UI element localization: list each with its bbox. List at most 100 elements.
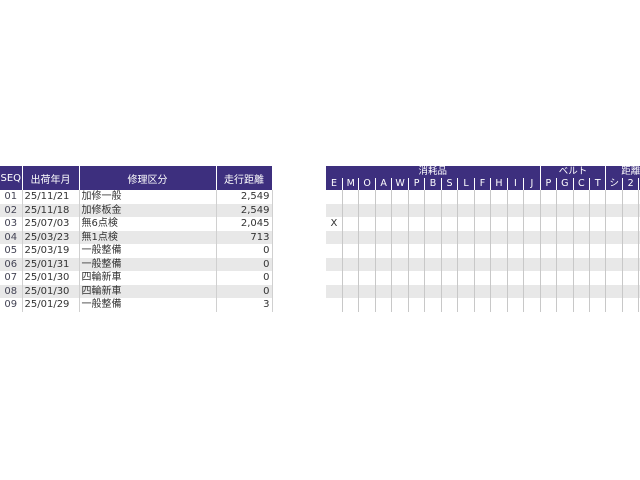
check-cell[interactable] [589, 257, 607, 271]
check-cell[interactable] [490, 203, 508, 217]
check-cell[interactable] [556, 257, 574, 271]
check-cell[interactable] [408, 190, 426, 204]
check-cell[interactable] [638, 271, 640, 285]
check-cell[interactable] [523, 284, 541, 298]
check-cell[interactable] [523, 257, 541, 271]
check-cell[interactable] [589, 190, 607, 204]
table-row[interactable]: 07 25/01/30 四輪新車 0 [0, 271, 273, 285]
table-row[interactable]: 04 25/03/23 無1点検 713 [0, 230, 273, 244]
column-header[interactable]: SEQ [0, 166, 23, 190]
check-cell[interactable] [441, 284, 459, 298]
check-cell[interactable] [573, 217, 591, 231]
check-cell[interactable] [424, 217, 442, 231]
check-cell[interactable] [523, 190, 541, 204]
table-row[interactable] [326, 190, 640, 204]
check-cell[interactable] [490, 217, 508, 231]
table-row[interactable] [326, 244, 640, 258]
check-cell[interactable] [424, 257, 442, 271]
check-cell[interactable] [589, 230, 607, 244]
check-cell[interactable] [573, 271, 591, 285]
check-cell[interactable] [342, 203, 360, 217]
check-cell[interactable] [457, 257, 475, 271]
check-cell[interactable] [556, 271, 574, 285]
check-cell[interactable] [457, 217, 475, 231]
check-cell[interactable] [424, 203, 442, 217]
check-cell[interactable] [342, 271, 360, 285]
check-cell[interactable] [556, 298, 574, 312]
check-cell[interactable] [391, 217, 409, 231]
check-cell[interactable] [342, 257, 360, 271]
check-cell[interactable] [391, 284, 409, 298]
column-header[interactable]: S [441, 178, 459, 190]
check-cell[interactable] [474, 284, 492, 298]
check-cell[interactable] [540, 271, 558, 285]
table-row[interactable] [326, 284, 640, 298]
check-cell[interactable] [556, 230, 574, 244]
check-cell[interactable] [457, 230, 475, 244]
check-cell[interactable] [342, 244, 360, 258]
check-cell[interactable] [523, 271, 541, 285]
column-header[interactable]: T [589, 178, 607, 190]
check-cell[interactable] [424, 244, 442, 258]
check-cell[interactable] [589, 298, 607, 312]
check-cell[interactable] [375, 244, 393, 258]
check-cell[interactable] [556, 244, 574, 258]
check-cell[interactable] [573, 257, 591, 271]
check-cell[interactable] [507, 203, 525, 217]
check-cell[interactable] [589, 284, 607, 298]
check-cell[interactable] [457, 244, 475, 258]
table-row[interactable] [326, 257, 640, 271]
check-cell[interactable] [622, 284, 640, 298]
check-cell[interactable] [605, 230, 623, 244]
column-header[interactable]: シ [605, 178, 623, 190]
check-cell[interactable] [638, 217, 640, 231]
check-cell[interactable] [326, 284, 343, 298]
column-header[interactable]: G [556, 178, 574, 190]
check-cell[interactable] [573, 190, 591, 204]
check-cell[interactable] [408, 284, 426, 298]
check-cell[interactable] [375, 284, 393, 298]
check-cell[interactable] [424, 230, 442, 244]
check-cell[interactable] [441, 203, 459, 217]
table-row[interactable] [326, 203, 640, 217]
check-cell[interactable] [523, 244, 541, 258]
column-header[interactable]: P [408, 178, 426, 190]
check-cell[interactable] [589, 244, 607, 258]
check-cell[interactable] [391, 203, 409, 217]
check-cell[interactable] [424, 284, 442, 298]
check-cell[interactable] [490, 271, 508, 285]
check-cell[interactable] [474, 244, 492, 258]
check-cell[interactable] [507, 217, 525, 231]
check-cell[interactable] [391, 244, 409, 258]
check-cell[interactable] [326, 190, 343, 204]
check-cell[interactable] [638, 244, 640, 258]
column-header[interactable]: O [358, 178, 376, 190]
check-cell[interactable] [358, 298, 376, 312]
check-cell[interactable] [358, 257, 376, 271]
check-cell[interactable] [573, 284, 591, 298]
check-cell[interactable] [441, 217, 459, 231]
check-cell[interactable] [556, 284, 574, 298]
check-cell[interactable] [622, 271, 640, 285]
check-cell[interactable] [408, 203, 426, 217]
check-cell[interactable] [556, 217, 574, 231]
check-cell[interactable] [556, 190, 574, 204]
check-cell[interactable] [326, 203, 343, 217]
check-cell[interactable] [540, 284, 558, 298]
table-row[interactable] [326, 230, 640, 244]
check-cell[interactable] [573, 244, 591, 258]
check-cell[interactable] [622, 217, 640, 231]
check-cell[interactable] [507, 230, 525, 244]
check-cell[interactable] [358, 230, 376, 244]
check-cell[interactable] [622, 244, 640, 258]
check-cell[interactable] [358, 284, 376, 298]
check-cell[interactable] [375, 298, 393, 312]
check-cell[interactable] [375, 217, 393, 231]
check-cell[interactable] [589, 203, 607, 217]
column-header[interactable]: 走行距離 [216, 166, 273, 190]
check-cell[interactable] [589, 271, 607, 285]
check-cell[interactable] [342, 230, 360, 244]
check-cell[interactable] [474, 217, 492, 231]
check-cell[interactable] [556, 203, 574, 217]
check-cell[interactable] [358, 217, 376, 231]
